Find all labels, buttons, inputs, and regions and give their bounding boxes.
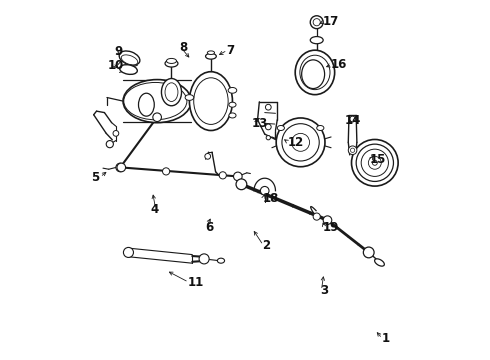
Text: 9: 9 <box>114 45 122 58</box>
Text: 19: 19 <box>323 221 340 234</box>
Ellipse shape <box>165 83 178 102</box>
Circle shape <box>368 156 381 169</box>
Ellipse shape <box>229 102 236 107</box>
Circle shape <box>266 124 271 130</box>
Text: 10: 10 <box>108 59 124 72</box>
Circle shape <box>313 213 320 220</box>
Text: 12: 12 <box>287 136 304 149</box>
Ellipse shape <box>139 93 154 116</box>
Text: 7: 7 <box>226 44 235 57</box>
Circle shape <box>356 144 393 181</box>
Circle shape <box>276 118 325 167</box>
Circle shape <box>117 163 125 172</box>
Circle shape <box>234 172 242 181</box>
Circle shape <box>123 247 133 257</box>
Text: 4: 4 <box>150 203 159 216</box>
Ellipse shape <box>207 51 215 54</box>
Ellipse shape <box>310 37 323 44</box>
Text: 17: 17 <box>323 15 340 28</box>
Circle shape <box>199 254 209 264</box>
Circle shape <box>364 247 374 258</box>
Ellipse shape <box>205 53 216 59</box>
Ellipse shape <box>165 60 178 67</box>
Text: 15: 15 <box>370 153 386 166</box>
Text: 8: 8 <box>180 41 188 54</box>
Circle shape <box>266 104 271 110</box>
Text: 2: 2 <box>262 239 270 252</box>
Circle shape <box>282 124 319 161</box>
Circle shape <box>219 172 226 179</box>
Ellipse shape <box>122 55 138 65</box>
Ellipse shape <box>300 55 330 90</box>
Circle shape <box>313 19 320 26</box>
Ellipse shape <box>194 78 228 125</box>
Circle shape <box>106 140 113 148</box>
Text: 13: 13 <box>251 117 268 130</box>
Ellipse shape <box>185 95 194 100</box>
Circle shape <box>310 16 323 29</box>
Circle shape <box>260 186 269 195</box>
Text: 6: 6 <box>205 221 213 234</box>
Ellipse shape <box>228 87 237 93</box>
Ellipse shape <box>302 60 324 89</box>
Circle shape <box>350 148 355 152</box>
Circle shape <box>350 116 355 122</box>
Text: 14: 14 <box>344 114 361 127</box>
Ellipse shape <box>161 78 181 106</box>
Ellipse shape <box>218 258 224 263</box>
Ellipse shape <box>190 72 232 131</box>
Ellipse shape <box>123 80 191 123</box>
Ellipse shape <box>277 126 285 131</box>
Text: 11: 11 <box>188 276 204 289</box>
Circle shape <box>351 139 398 186</box>
Circle shape <box>361 149 389 176</box>
Circle shape <box>163 168 170 175</box>
Circle shape <box>372 160 377 165</box>
Circle shape <box>153 113 161 122</box>
Circle shape <box>205 153 211 159</box>
Text: 5: 5 <box>91 171 99 184</box>
Ellipse shape <box>229 113 236 118</box>
Circle shape <box>236 179 247 190</box>
Ellipse shape <box>295 50 335 95</box>
Text: 1: 1 <box>381 332 390 345</box>
Ellipse shape <box>374 259 384 266</box>
Ellipse shape <box>119 51 140 65</box>
Ellipse shape <box>317 126 324 131</box>
Text: 3: 3 <box>320 284 328 297</box>
Ellipse shape <box>120 65 137 75</box>
Text: 16: 16 <box>331 58 347 71</box>
Circle shape <box>266 135 270 140</box>
Circle shape <box>292 134 310 151</box>
Circle shape <box>323 216 332 225</box>
Circle shape <box>348 146 357 154</box>
Ellipse shape <box>167 58 176 63</box>
Circle shape <box>113 131 119 136</box>
Circle shape <box>116 163 124 172</box>
Text: 18: 18 <box>262 192 279 205</box>
